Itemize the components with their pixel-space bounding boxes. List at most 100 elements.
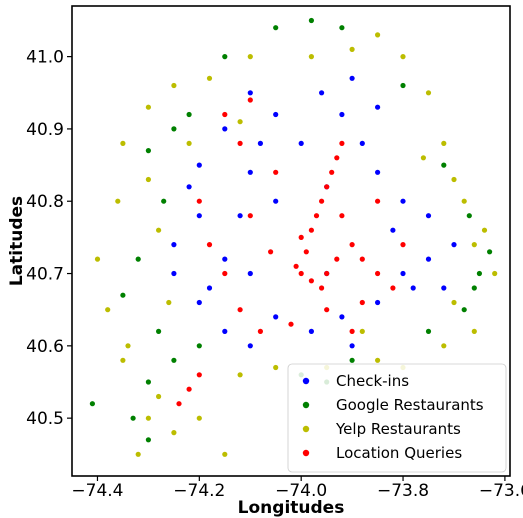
point-3-11 [308, 278, 314, 284]
point-3-7 [334, 155, 340, 161]
point-3-32 [186, 386, 192, 392]
y-tick-label: 40.6 [26, 337, 64, 357]
point-2-19 [461, 198, 467, 204]
x-axis-label: Longitudes [238, 498, 345, 518]
point-2-28 [237, 372, 243, 378]
point-2-35 [206, 75, 213, 81]
point-1-27 [120, 292, 126, 298]
point-0-33 [206, 285, 213, 291]
point-1-23 [222, 54, 228, 60]
point-3-1 [303, 249, 309, 255]
point-0-20 [451, 242, 457, 248]
point-0-22 [400, 198, 406, 204]
legend-label-0: Check-ins [336, 372, 409, 390]
point-0-4 [247, 169, 253, 175]
point-2-37 [125, 343, 131, 349]
point-1-12 [466, 213, 472, 219]
point-3-14 [334, 256, 340, 262]
point-3-5 [324, 184, 330, 190]
series-layer [89, 17, 498, 457]
point-0-23 [375, 169, 381, 175]
point-1-14 [471, 285, 477, 291]
point-2-8 [135, 451, 141, 457]
point-1-1 [171, 126, 177, 132]
point-3-20 [349, 328, 355, 334]
point-0-12 [247, 343, 253, 349]
point-1-6 [130, 415, 136, 421]
point-3-29 [222, 111, 228, 118]
point-1-25 [171, 357, 177, 363]
point-2-18 [451, 176, 457, 183]
point-0-0 [247, 90, 253, 96]
point-2-16 [425, 90, 432, 96]
point-0-19 [425, 256, 432, 262]
point-1-17 [349, 357, 355, 363]
point-2-38 [471, 242, 477, 248]
point-2-4 [94, 256, 101, 262]
point-0-11 [222, 328, 228, 334]
point-3-22 [257, 328, 263, 334]
point-1-20 [186, 111, 192, 118]
point-3-37 [268, 249, 274, 255]
y-tick-label: 41.0 [26, 48, 64, 68]
point-0-9 [247, 270, 253, 277]
point-0-28 [375, 104, 381, 110]
legend-marker-3 [302, 449, 310, 457]
point-2-3 [115, 198, 121, 204]
point-2-10 [196, 415, 202, 421]
point-1-8 [145, 437, 151, 443]
legend-label-1: Google Restaurants [336, 396, 484, 414]
point-3-6 [329, 169, 335, 175]
point-2-15 [400, 54, 406, 60]
legend-marker-2 [302, 425, 310, 433]
point-3-2 [308, 227, 314, 233]
point-2-29 [156, 393, 162, 400]
y-tick-label: 40.8 [26, 192, 64, 212]
y-tick-label: 40.9 [26, 120, 64, 140]
point-0-15 [339, 314, 345, 320]
point-1-2 [161, 198, 167, 204]
point-2-2 [120, 140, 126, 146]
point-3-4 [319, 198, 325, 204]
point-2-40 [237, 119, 243, 125]
point-2-36 [349, 46, 355, 53]
point-2-0 [171, 82, 177, 89]
point-2-32 [166, 299, 172, 306]
point-0-27 [349, 75, 355, 81]
point-3-24 [222, 270, 228, 277]
point-2-31 [156, 227, 162, 233]
point-1-22 [400, 82, 406, 89]
point-1-9 [273, 25, 279, 31]
point-2-14 [375, 32, 381, 38]
point-0-17 [375, 299, 381, 306]
legend-marker-1 [302, 401, 310, 409]
point-0-30 [257, 140, 263, 146]
y-tick-label: 40.7 [26, 265, 64, 285]
point-3-38 [359, 299, 365, 306]
point-2-17 [441, 140, 447, 146]
point-3-12 [319, 285, 325, 291]
point-0-13 [273, 314, 279, 320]
point-0-38 [237, 213, 243, 219]
point-1-19 [196, 343, 202, 349]
point-1-21 [441, 162, 447, 168]
point-0-21 [425, 213, 432, 219]
point-0-3 [196, 162, 202, 168]
point-1-24 [476, 270, 482, 277]
point-2-1 [145, 104, 151, 110]
point-1-16 [425, 328, 432, 334]
point-3-30 [196, 198, 202, 204]
point-3-33 [196, 372, 202, 378]
point-3-19 [324, 307, 330, 313]
x-tick-label: −73.6 [479, 481, 523, 501]
point-0-6 [196, 213, 202, 219]
x-tick-label: −73.8 [377, 481, 429, 501]
point-0-26 [319, 90, 325, 96]
point-0-1 [273, 111, 279, 118]
point-2-30 [186, 140, 192, 146]
point-2-20 [481, 227, 488, 233]
point-0-31 [186, 184, 192, 190]
point-1-4 [156, 328, 162, 334]
point-3-21 [288, 321, 294, 327]
